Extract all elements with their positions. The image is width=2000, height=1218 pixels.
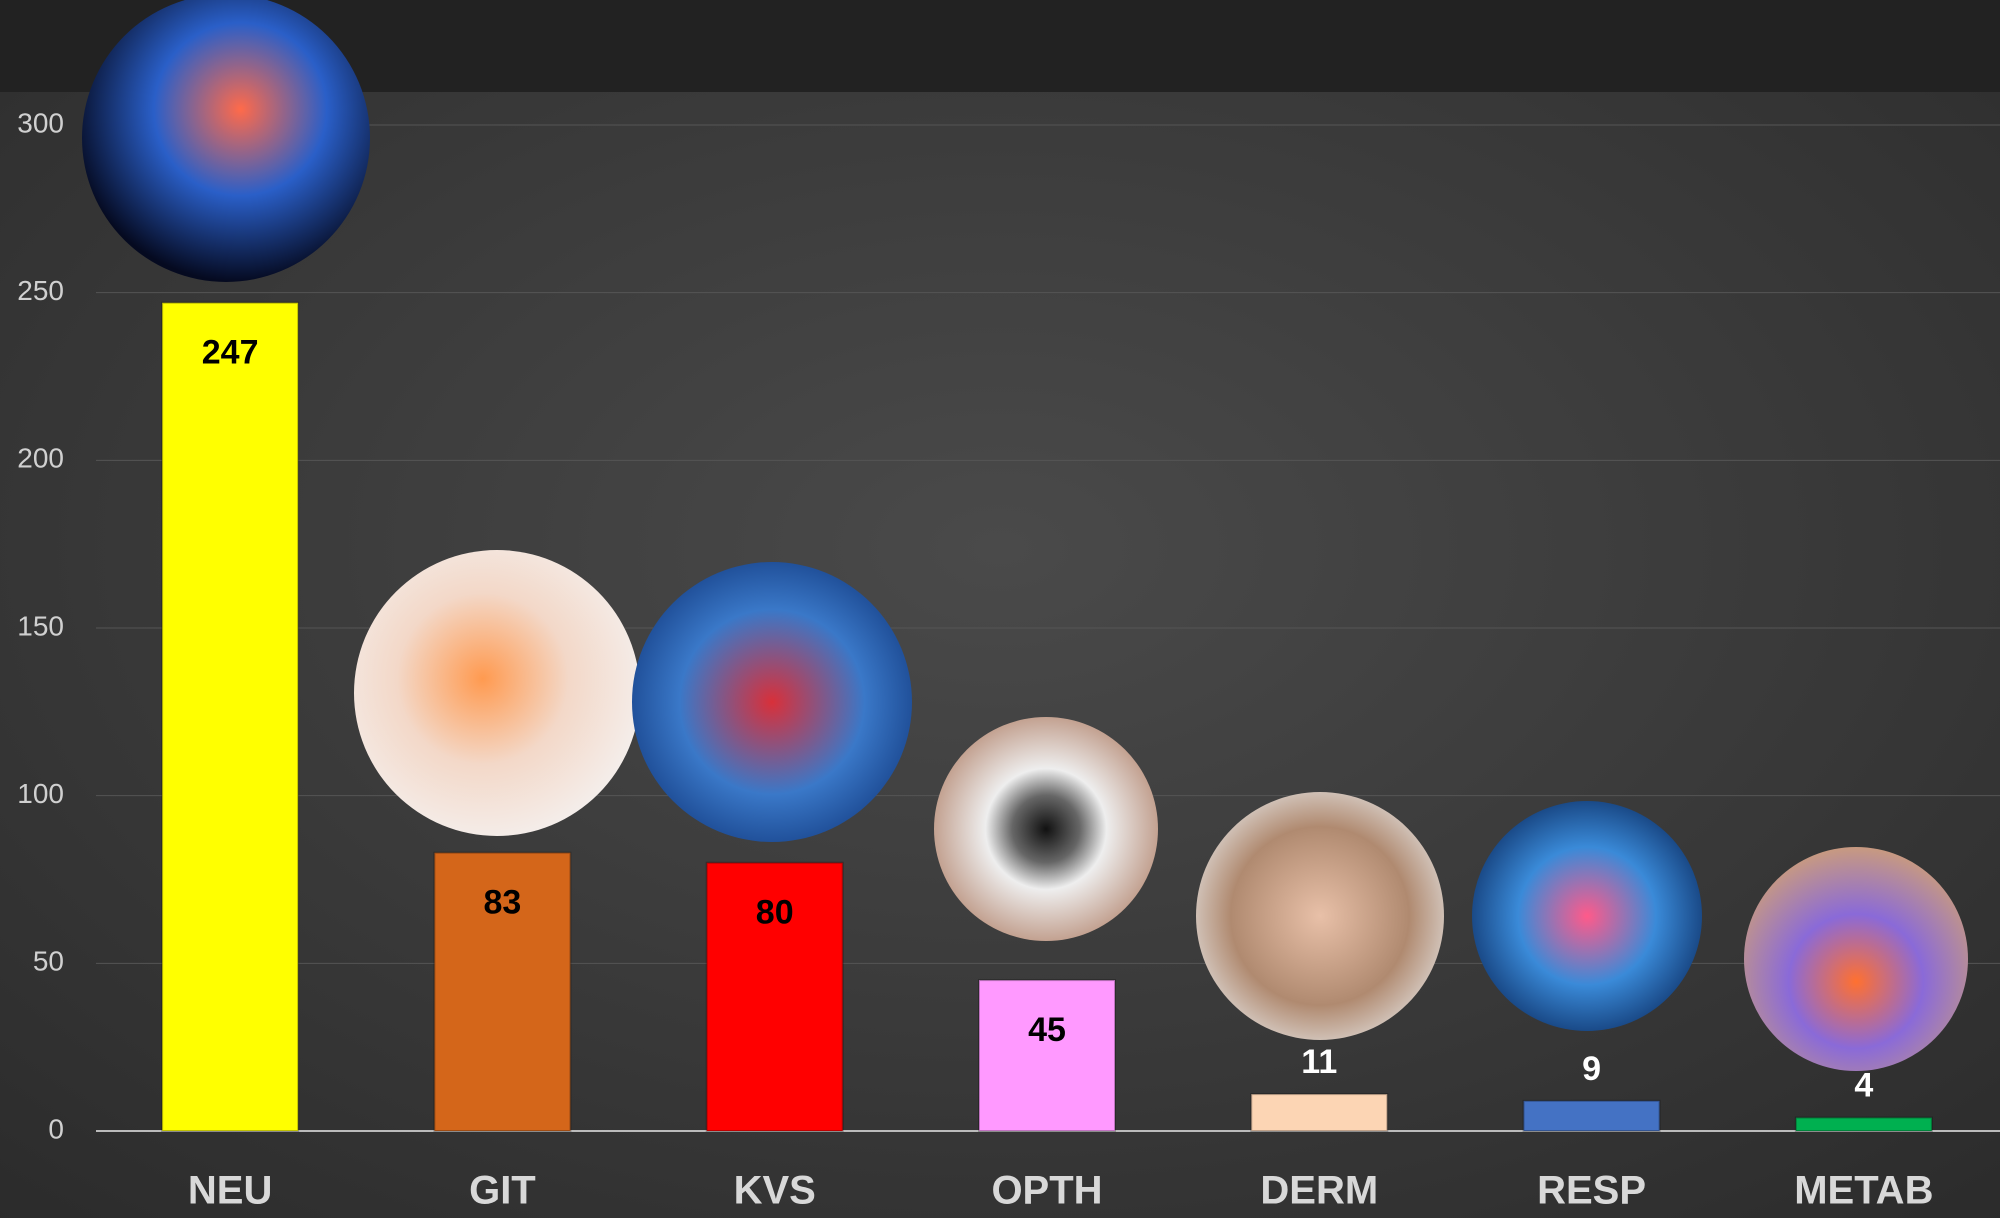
icon [354,550,640,836]
x-tick-label: KVS [734,1169,816,1213]
icon [1472,801,1702,1031]
x-tick-label: NEU [188,1169,272,1213]
bar [1794,1116,1933,1133]
bar [1522,1099,1661,1132]
icon [1196,792,1444,1040]
value-label: 80 [756,894,794,932]
icon [632,562,912,842]
icons [82,0,1968,1071]
bar [433,851,572,1132]
value-label: 4 [1854,1067,1873,1105]
y-tick-label: 300 [17,107,64,138]
value-label: 247 [202,334,259,372]
x-tick-label: DERM [1260,1169,1378,1213]
bar [978,979,1116,1132]
icon [82,0,370,282]
y-tick-label: 100 [17,778,64,809]
x-tick-label: GIT [469,1169,536,1213]
value-label: 45 [1028,1011,1066,1049]
y-tick-label: 50 [33,946,64,977]
bar [1250,1093,1389,1132]
value-label: 11 [1301,1043,1337,1081]
x-tick-label: RESP [1537,1169,1646,1213]
y-tick-label: 0 [48,1113,64,1144]
x-tick-label: OPTH [991,1169,1102,1213]
value-label: 9 [1582,1050,1601,1088]
bar [705,861,844,1132]
value-label: 83 [484,884,522,922]
icon [1744,847,1968,1071]
y-tick-label: 200 [17,443,64,474]
y-tick-label: 150 [17,610,64,641]
x-tick-label: METAB [1794,1169,1933,1213]
y-tick-label: 250 [17,275,64,306]
icon [934,717,1158,941]
bar [161,301,300,1132]
